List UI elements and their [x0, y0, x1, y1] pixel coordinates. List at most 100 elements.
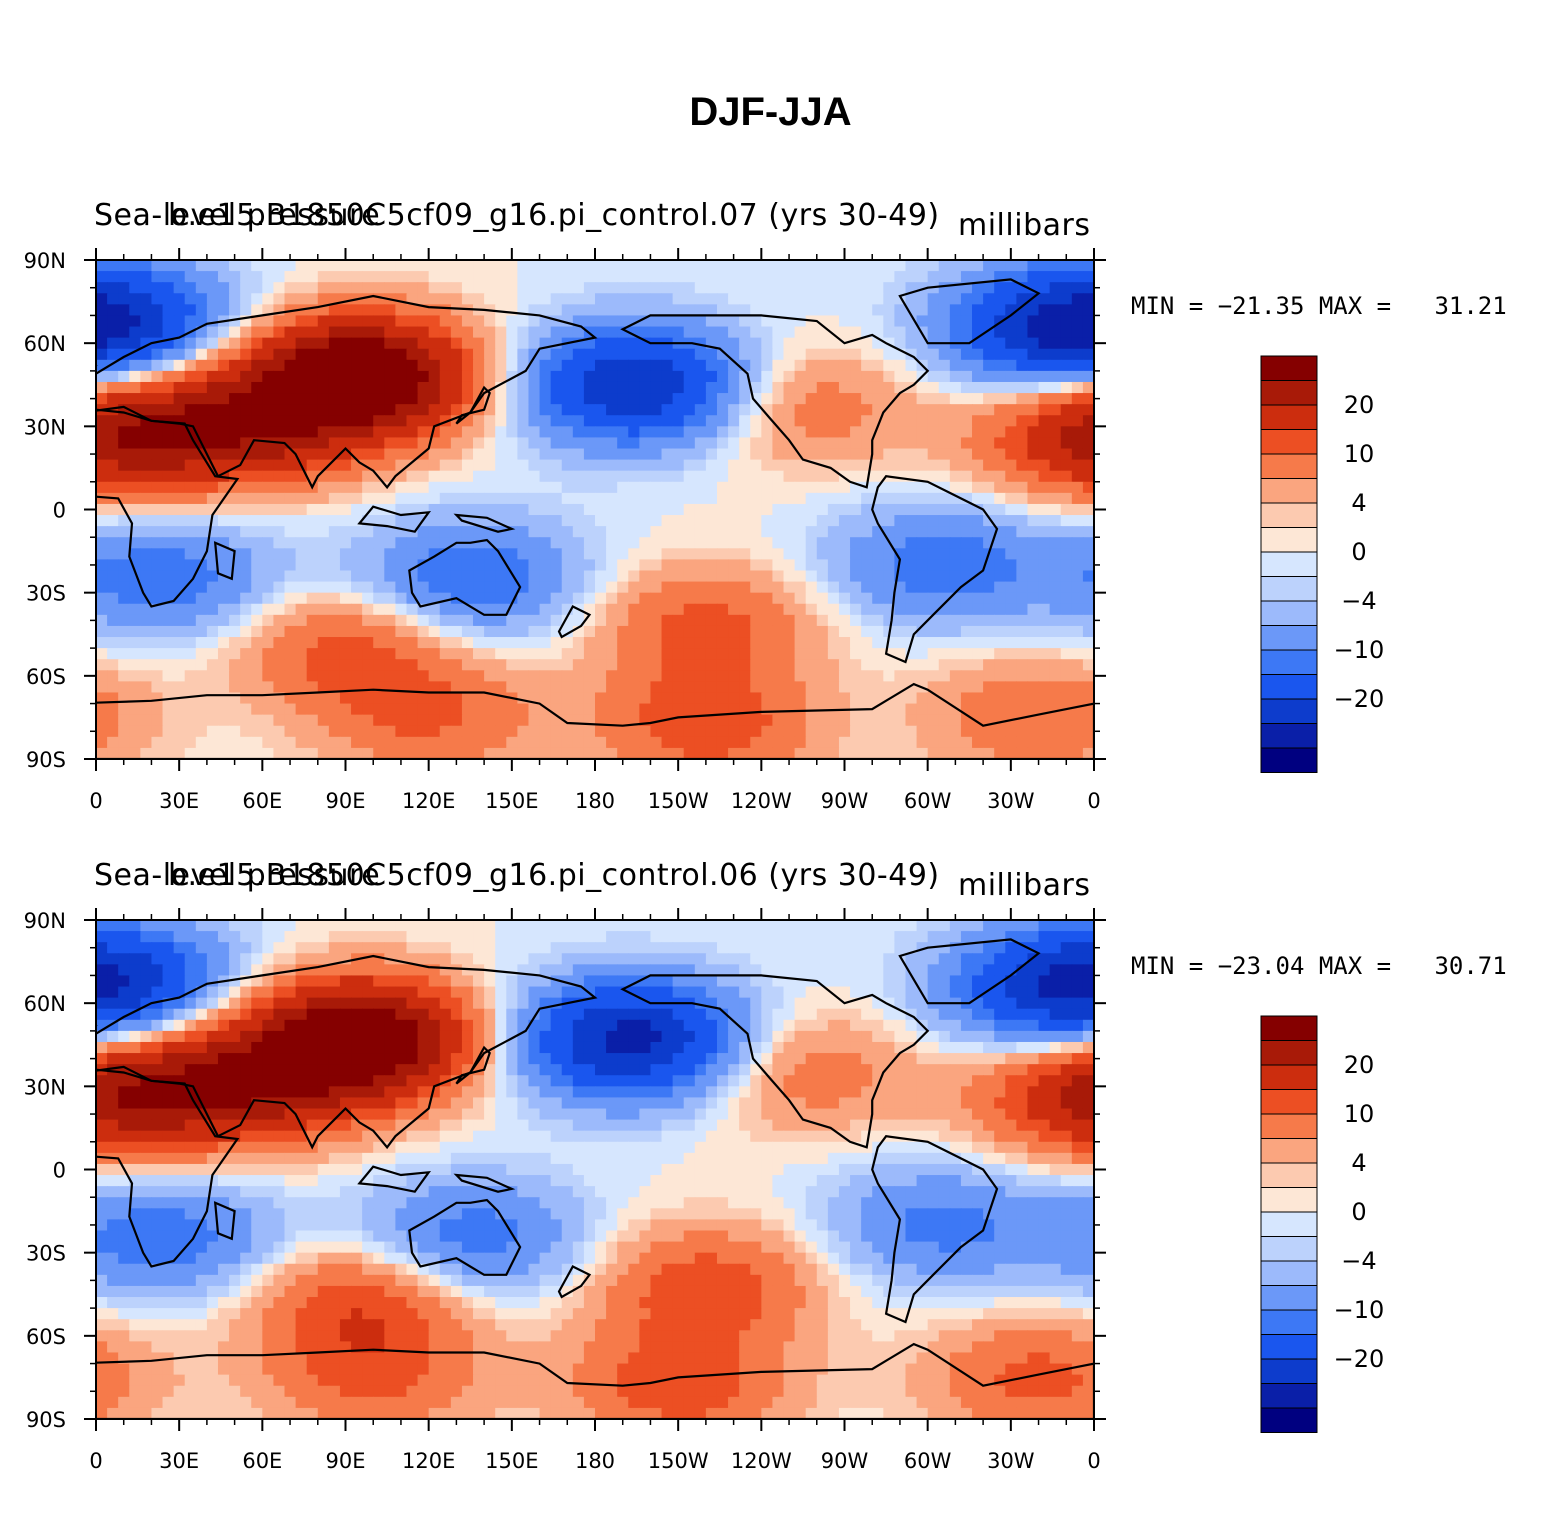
field-cell: [417, 537, 430, 549]
field-cell: [506, 725, 518, 738]
field-cell: [1027, 481, 1040, 494]
field-cell: [528, 603, 541, 616]
field-cell: [107, 714, 119, 727]
field-cell: [351, 526, 363, 538]
field-cell: [672, 359, 685, 372]
field-cell: [450, 503, 463, 516]
field-cell: [118, 736, 130, 749]
field-cell: [905, 515, 918, 527]
field-cell: [960, 548, 973, 560]
field-cell: [561, 964, 574, 977]
field-cell: [894, 548, 907, 560]
field-cell: [1049, 614, 1062, 627]
field-cell: [960, 942, 973, 954]
field-cell: [362, 515, 374, 527]
field-cell: [384, 526, 396, 538]
field-cell: [229, 537, 241, 549]
field-cell: [173, 459, 186, 472]
field-cell: [417, 964, 430, 977]
colorbar-swatch: [1260, 698, 1318, 724]
field-cell: [861, 448, 873, 461]
field-cell: [373, 393, 385, 405]
field-cell: [628, 260, 640, 272]
field-cell: [683, 920, 696, 932]
field-cell: [949, 581, 962, 594]
field-cell: [794, 260, 807, 272]
field-cell: [1016, 637, 1029, 649]
field-cell: [428, 282, 441, 294]
field-cell: [739, 526, 751, 538]
field-cell: [1005, 448, 1017, 461]
field-cell: [872, 260, 884, 272]
field-cell: [1027, 492, 1040, 505]
field-cell: [306, 581, 319, 594]
field-cell: [894, 703, 907, 716]
field-cell: [772, 942, 785, 954]
field-cell: [794, 953, 807, 965]
field-cell: [794, 714, 807, 727]
field-cell: [140, 725, 153, 738]
field-cell: [650, 515, 663, 527]
field-cell: [694, 260, 707, 272]
field-cell: [428, 404, 441, 416]
field-cell: [805, 337, 818, 350]
field-cell: [661, 548, 674, 560]
field-cell: [639, 348, 652, 361]
field-cell: [284, 725, 297, 738]
field-cell: [1071, 492, 1084, 505]
field-cell: [162, 293, 175, 305]
field-cell: [728, 315, 740, 328]
field-cell: [339, 648, 352, 660]
field-cell: [306, 304, 319, 317]
field-cell: [960, 592, 973, 605]
field-cell: [1038, 659, 1051, 671]
field-cell: [96, 920, 108, 932]
field-cell: [617, 614, 629, 627]
field-cell: [1049, 570, 1062, 583]
field-cell: [1005, 703, 1017, 716]
field-cell: [461, 953, 474, 965]
field-cell: [118, 603, 130, 616]
field-cell: [461, 426, 474, 439]
field-cell: [118, 625, 130, 638]
field-cell: [506, 714, 518, 727]
field-cell: [162, 448, 175, 461]
field-cell: [362, 964, 374, 977]
field-cell: [295, 942, 308, 954]
field-cell: [983, 293, 995, 305]
field-cell: [561, 942, 574, 954]
field-cell: [484, 315, 496, 328]
field-cell: [173, 537, 186, 549]
field-cell: [217, 282, 230, 294]
field-cell: [927, 931, 940, 943]
field-cell: [184, 614, 197, 627]
field-cell: [328, 975, 341, 988]
field-cell: [240, 986, 252, 999]
field-cell: [539, 337, 552, 350]
field-cell: [872, 359, 884, 372]
field-cell: [1071, 603, 1084, 616]
field-cell: [628, 975, 640, 988]
field-cell: [162, 670, 175, 682]
field-cell: [229, 747, 241, 759]
field-cell: [461, 459, 474, 472]
field-cell: [251, 503, 263, 516]
field-cell: [384, 271, 396, 283]
field-cell: [306, 736, 319, 749]
field-cell: [628, 559, 640, 572]
field-cell: [595, 942, 607, 954]
field-cell: [384, 381, 396, 394]
field-cell: [960, 736, 973, 749]
field-cell: [229, 260, 241, 272]
field-cell: [838, 931, 851, 943]
field-cell: [1038, 315, 1051, 328]
field-cell: [794, 526, 807, 538]
field-cell: [461, 581, 474, 594]
field-cell: [406, 659, 419, 671]
field-cell: [639, 404, 652, 416]
field-cell: [1005, 381, 1017, 394]
field-cell: [994, 670, 1006, 682]
field-cell: [583, 747, 596, 759]
field-cell: [162, 975, 175, 988]
field-cell: [983, 337, 995, 350]
